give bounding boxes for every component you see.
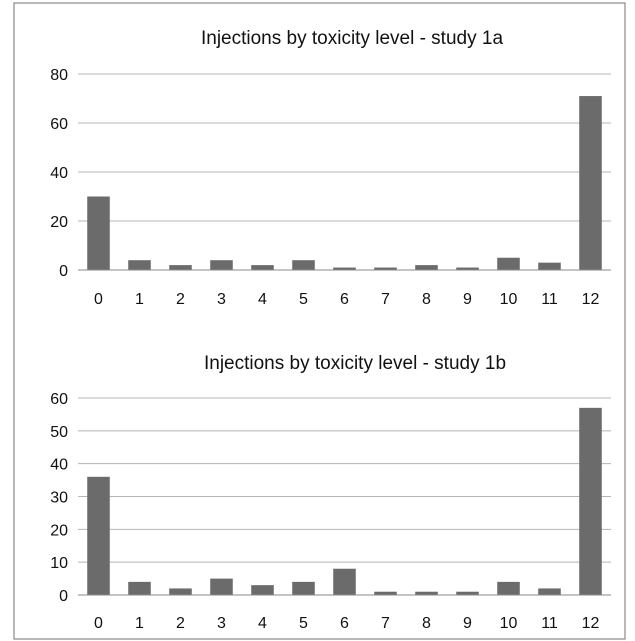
x-tick-label: 7 (381, 291, 390, 308)
bar-9 (456, 591, 479, 595)
x-tick-label: 12 (582, 615, 600, 632)
x-tick-label: 12 (582, 291, 600, 308)
x-axis-tick-labels: 0 1 2 3 4 5 6 7 8 9 10 11 12 (94, 615, 599, 632)
y-tick-label: 10 (50, 555, 68, 572)
bar-10 (497, 581, 520, 595)
x-tick-label: 3 (217, 615, 226, 632)
bar-0 (87, 196, 110, 270)
x-tick-label: 0 (94, 291, 103, 308)
x-tick-label: 8 (422, 615, 431, 632)
figure-border (13, 2, 626, 640)
bar-7 (374, 591, 397, 595)
bar-series (87, 96, 602, 270)
y-axis-tick-labels: 0 10 20 30 40 50 60 (50, 391, 68, 605)
bar-5 (292, 260, 315, 270)
x-tick-label: 9 (463, 615, 472, 632)
x-tick-label: 10 (500, 615, 518, 632)
y-tick-label: 30 (50, 490, 68, 507)
bar-7 (374, 267, 397, 270)
bar-9 (456, 267, 479, 270)
gridlines (78, 397, 611, 563)
x-tick-label: 9 (463, 291, 472, 308)
x-axis-tick-labels: 0 1 2 3 4 5 6 7 8 9 10 11 12 (94, 291, 599, 308)
bar-4 (251, 265, 274, 270)
bar-8 (415, 591, 438, 595)
bar-4 (251, 585, 274, 595)
bar-3 (210, 578, 233, 595)
y-tick-label: 40 (50, 457, 68, 474)
x-tick-label: 7 (381, 615, 390, 632)
y-tick-label: 0 (59, 588, 68, 605)
bar-12 (579, 407, 602, 595)
bar-5 (292, 581, 315, 595)
bar-series (87, 407, 602, 595)
bar-11 (538, 588, 561, 595)
gridlines (78, 73, 611, 222)
chart-study-1a: Injections by toxicity level - study 1a … (50, 28, 611, 308)
x-tick-label: 4 (258, 615, 267, 632)
x-tick-label: 2 (176, 291, 185, 308)
y-tick-label: 60 (50, 116, 68, 133)
x-tick-label: 3 (217, 291, 226, 308)
bar-3 (210, 260, 233, 270)
y-tick-label: 50 (50, 424, 68, 441)
bar-6 (333, 568, 356, 595)
x-tick-label: 4 (258, 291, 267, 308)
y-tick-label: 60 (50, 391, 68, 408)
chart-title: Injections by toxicity level - study 1a (201, 28, 503, 49)
y-tick-label: 80 (50, 67, 68, 84)
x-tick-label: 1 (135, 291, 144, 308)
x-tick-label: 2 (176, 615, 185, 632)
x-tick-label: 6 (340, 615, 349, 632)
x-tick-label: 5 (299, 615, 308, 632)
chart-title: Injections by toxicity level - study 1b (204, 353, 506, 374)
y-tick-label: 40 (50, 165, 68, 182)
y-tick-label: 20 (50, 214, 68, 231)
x-tick-label: 0 (94, 615, 103, 632)
x-tick-label: 1 (135, 615, 144, 632)
bar-2 (169, 588, 192, 595)
x-tick-label: 11 (541, 291, 558, 308)
y-axis-tick-labels: 0 20 40 60 80 (50, 67, 68, 280)
chart-study-1b: Injections by toxicity level - study 1b … (50, 353, 611, 632)
bar-1 (128, 260, 151, 270)
bar-11 (538, 262, 561, 270)
y-tick-label: 20 (50, 522, 68, 539)
x-tick-label: 5 (299, 291, 308, 308)
bar-10 (497, 257, 520, 270)
bar-6 (333, 267, 356, 270)
bar-12 (579, 96, 602, 270)
bar-8 (415, 265, 438, 270)
bar-2 (169, 265, 192, 270)
bar-1 (128, 581, 151, 595)
x-tick-label: 11 (541, 615, 558, 632)
x-tick-label: 6 (340, 291, 349, 308)
x-tick-label: 8 (422, 291, 431, 308)
x-tick-label: 10 (500, 291, 518, 308)
bar-0 (87, 476, 110, 595)
y-tick-label: 0 (59, 263, 68, 280)
